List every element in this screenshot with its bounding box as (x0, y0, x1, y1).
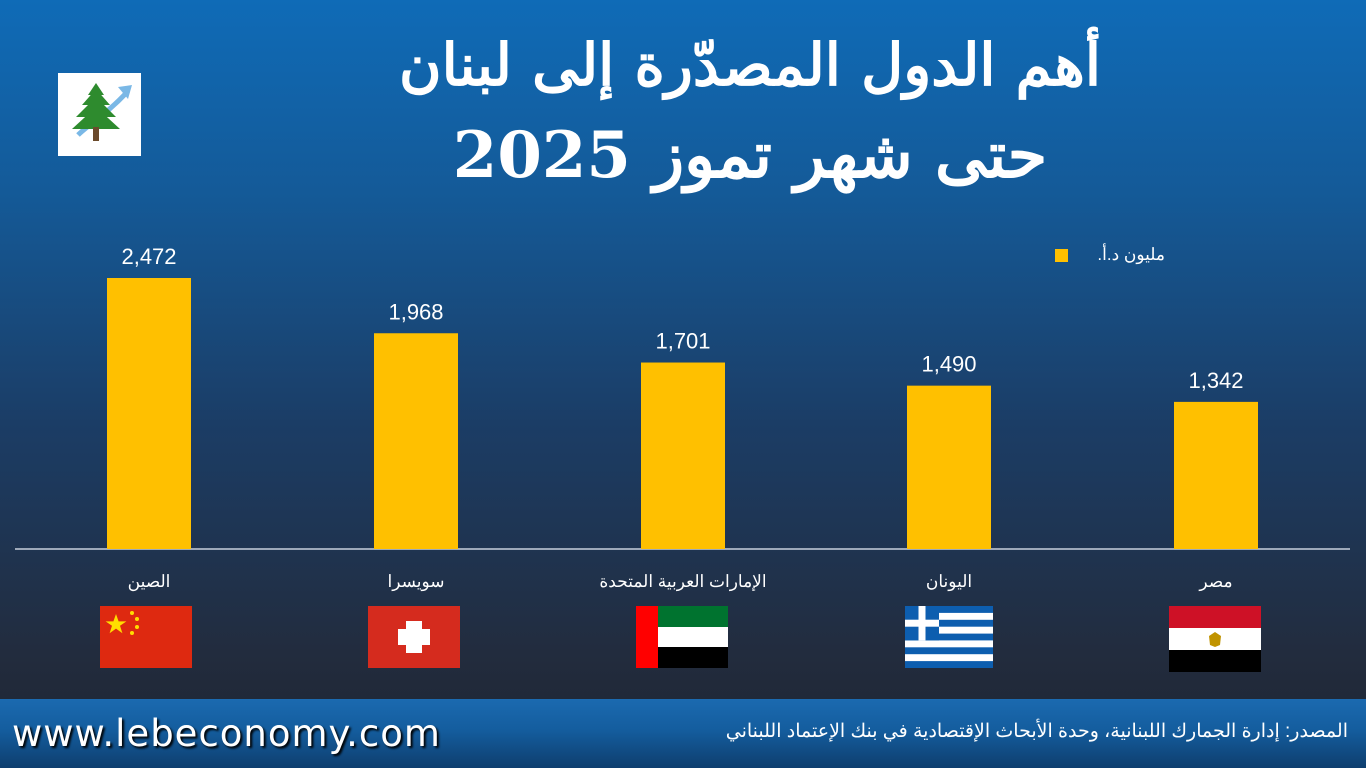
data-label: 2,472 (121, 244, 176, 269)
legend-label: مليون د.أ. (1097, 245, 1165, 264)
category-label: الصين (128, 572, 171, 592)
data-label: 1,701 (655, 329, 710, 354)
category-label: مصر (1198, 572, 1232, 592)
switzerland-flag-icon (368, 606, 460, 668)
data-label: 1,490 (921, 352, 976, 377)
footer: www.lebeconomy.com المصدر: إدارة الجمارك… (0, 699, 1366, 768)
chart-subtitle: حتى شهر تموز 2025 (452, 118, 1048, 193)
data-label: 1,342 (1188, 368, 1243, 393)
bar (374, 333, 458, 549)
logo (58, 73, 141, 156)
cedar-tree-logo-icon (72, 83, 132, 141)
legend-swatch (1055, 249, 1068, 262)
greece-flag-icon (905, 606, 993, 668)
bar-chart: 2,472 الصين 1,968 سويسرا 1,701 الإمارات العرب… (15, 244, 1350, 592)
category-label: سويسرا (387, 572, 444, 592)
bar (907, 385, 991, 549)
uae-flag-icon (636, 606, 728, 668)
chart-title: أهم الدول المصدّرة إلى لبنان (399, 31, 1101, 99)
egypt-flag-icon (1169, 606, 1261, 672)
china-flag-icon (100, 606, 192, 668)
category-label: الإمارات العربية المتحدة (599, 572, 766, 592)
bar (1174, 401, 1258, 549)
bar (641, 362, 725, 549)
category-label: اليونان (926, 572, 972, 592)
source-note: المصدر: إدارة الجمارك اللبنانية، وحدة ال… (725, 721, 1348, 742)
data-label: 1,968 (388, 299, 443, 324)
legend: مليون د.أ. (1055, 242, 1165, 268)
website-link[interactable]: www.lebeconomy.com (12, 712, 441, 755)
bar (107, 278, 191, 549)
